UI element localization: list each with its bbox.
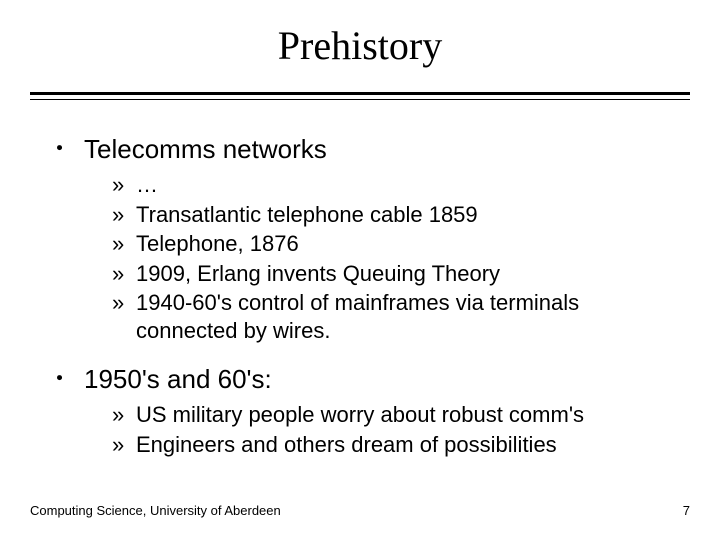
chevron-bullet-icon: » <box>112 401 136 429</box>
sub-item: » 1940-60's control of mainframes via te… <box>112 289 680 344</box>
slide: Prehistory ● Telecomms networks » … » Tr… <box>0 0 720 540</box>
sub-text: Engineers and others dream of possibilit… <box>136 431 557 459</box>
bullet-item: ● Telecomms networks <box>56 134 680 165</box>
chevron-bullet-icon: » <box>112 431 136 459</box>
sub-item: » … <box>112 171 680 199</box>
chevron-bullet-icon: » <box>112 201 136 229</box>
sub-text: Transatlantic telephone cable 1859 <box>136 201 478 229</box>
bullet-text: 1950's and 60's: <box>84 364 272 395</box>
title-rule-thin <box>30 99 690 100</box>
sub-list: » US military people worry about robust … <box>112 401 680 458</box>
slide-body: ● Telecomms networks » … » Transatlantic… <box>56 130 680 460</box>
slide-title: Prehistory <box>0 22 720 69</box>
sub-item: » 1909, Erlang invents Queuing Theory <box>112 260 680 288</box>
disc-bullet-icon: ● <box>56 364 84 385</box>
sub-list: » … » Transatlantic telephone cable 1859… <box>112 171 680 344</box>
sub-text: 1940-60's control of mainframes via term… <box>136 289 680 344</box>
sub-text: … <box>136 171 158 199</box>
footer-page-number: 7 <box>683 503 690 518</box>
sub-item: » US military people worry about robust … <box>112 401 680 429</box>
sub-item: » Transatlantic telephone cable 1859 <box>112 201 680 229</box>
chevron-bullet-icon: » <box>112 230 136 258</box>
chevron-bullet-icon: » <box>112 171 136 199</box>
sub-item: » Telephone, 1876 <box>112 230 680 258</box>
footer-left: Computing Science, University of Aberdee… <box>30 503 281 518</box>
title-rule-thick <box>30 92 690 95</box>
spacer <box>56 346 680 360</box>
bullet-item: ● 1950's and 60's: <box>56 364 680 395</box>
sub-item: » Engineers and others dream of possibil… <box>112 431 680 459</box>
chevron-bullet-icon: » <box>112 289 136 317</box>
chevron-bullet-icon: » <box>112 260 136 288</box>
sub-text: US military people worry about robust co… <box>136 401 584 429</box>
sub-text: 1909, Erlang invents Queuing Theory <box>136 260 500 288</box>
disc-bullet-icon: ● <box>56 134 84 155</box>
bullet-text: Telecomms networks <box>84 134 327 165</box>
sub-text: Telephone, 1876 <box>136 230 299 258</box>
